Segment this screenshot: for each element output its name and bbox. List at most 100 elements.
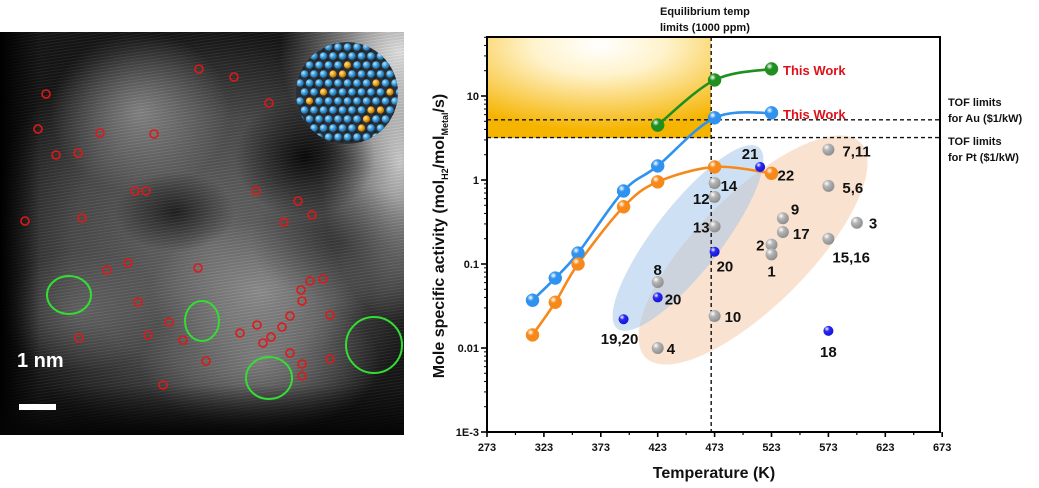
single-atom-circle (285, 348, 295, 358)
carbon-atom (354, 94, 358, 98)
single-atom-circle (285, 311, 295, 321)
support-atom (300, 106, 309, 114)
literature-point-gray (651, 276, 664, 289)
y-title-sub-h2: H2 (440, 168, 450, 180)
literature-point-label: 7,11 (842, 144, 870, 161)
y-title-part: Mole specific activity (mol (431, 180, 448, 378)
carbon-atom (306, 112, 311, 116)
support-atom (343, 133, 352, 141)
single-atom-circle (264, 98, 274, 108)
single-atom-circle (305, 276, 315, 286)
single-atom-circle (194, 64, 204, 74)
literature-point-gray (708, 310, 721, 323)
support-atom (329, 124, 337, 132)
metal-atom (329, 70, 337, 78)
carbon-atom (340, 139, 344, 143)
literature-point-blue (652, 292, 663, 303)
support-atom (343, 97, 352, 105)
tof-au-label-line2: for Au ($1/kW) (948, 113, 1022, 125)
metal-atom (305, 97, 314, 105)
carbon-atom (330, 85, 335, 89)
carbon-atom (363, 58, 368, 62)
carbon-atom (363, 76, 368, 80)
y-tick-label: 1E-3 (456, 427, 479, 439)
literature-point-gray (765, 248, 778, 261)
support-atom (329, 52, 337, 60)
literature-point-label: 17 (793, 226, 810, 243)
carbon-atom (302, 85, 306, 89)
support-atom (372, 97, 380, 105)
cluster-ellipse (245, 356, 293, 400)
support-atom (367, 88, 375, 96)
single-atom-circle (164, 317, 174, 327)
literature-point-gray (776, 226, 789, 239)
support-atom (357, 70, 366, 78)
y-title-part: /mol (431, 136, 448, 169)
series-orange-point (548, 295, 563, 310)
single-atom-circle (325, 310, 335, 320)
carbon-atom (321, 85, 325, 89)
carbon-atom (349, 103, 354, 107)
single-atom-circle (74, 333, 84, 343)
support-atom (324, 133, 333, 141)
x-tick-label: 423 (649, 442, 667, 454)
carbon-atom (325, 130, 330, 134)
series-this-work-green-point (650, 118, 665, 132)
x-tick-label: 623 (876, 442, 894, 454)
equilibrium-label-line2: limits (1000 ppm) (660, 22, 750, 34)
series-this-work-blue-point (650, 159, 665, 173)
literature-point-label: 18 (820, 344, 837, 361)
support-atom (376, 88, 385, 96)
support-atom (310, 124, 318, 132)
carbon-atom (302, 103, 306, 107)
support-atom (310, 88, 318, 96)
y-tick-label: 1 (473, 175, 479, 187)
single-atom-markers (20, 64, 335, 390)
support-atom (319, 106, 328, 114)
single-atom-circle (130, 186, 140, 196)
literature-point-label: 20 (717, 259, 734, 276)
single-atom-circle (297, 359, 307, 369)
single-atom-circle (141, 186, 151, 196)
carbon-atom (330, 67, 335, 71)
literature-point-label: 15,16 (832, 250, 870, 267)
support-atom (334, 133, 342, 141)
support-atom (367, 70, 375, 78)
carbon-atom (311, 85, 316, 89)
y-tick-label: 0.1 (464, 259, 479, 271)
carbon-atom (349, 121, 354, 125)
support-atom (362, 133, 371, 141)
carbon-atom (321, 121, 325, 125)
support-atom (315, 115, 323, 123)
support-atom (315, 79, 323, 87)
support-atom (310, 70, 318, 78)
carbon-atom (344, 130, 349, 134)
carbon-atom (344, 76, 349, 80)
carbon-atom (359, 85, 363, 89)
y-axis-title: Mole specific activity (molH2/molMetal/s… (431, 94, 450, 378)
single-atom-circle (143, 330, 153, 340)
support-atom (381, 61, 390, 69)
support-atom (296, 97, 304, 105)
series-this-work-blue-point (707, 111, 722, 125)
carbon-atom (340, 121, 344, 125)
carbon-atom (359, 103, 363, 107)
support-atom (296, 79, 304, 87)
literature-point-label: 12 (693, 191, 710, 208)
support-atom (343, 43, 352, 51)
support-atom (381, 79, 390, 87)
support-atom (329, 106, 337, 114)
carbon-atom (330, 103, 335, 107)
series-orange-point (616, 200, 631, 214)
literature-point-blue (618, 314, 629, 325)
single-atom-circle (33, 124, 43, 134)
support-atom (338, 124, 347, 132)
carbon-atom (325, 94, 330, 98)
support-atom (372, 115, 380, 123)
carbon-atom (387, 103, 392, 107)
support-atom (319, 70, 328, 78)
metal-atom (357, 124, 366, 132)
carbon-atom (306, 94, 311, 98)
carbon-atom (316, 58, 320, 62)
carbon-atom (335, 58, 339, 62)
